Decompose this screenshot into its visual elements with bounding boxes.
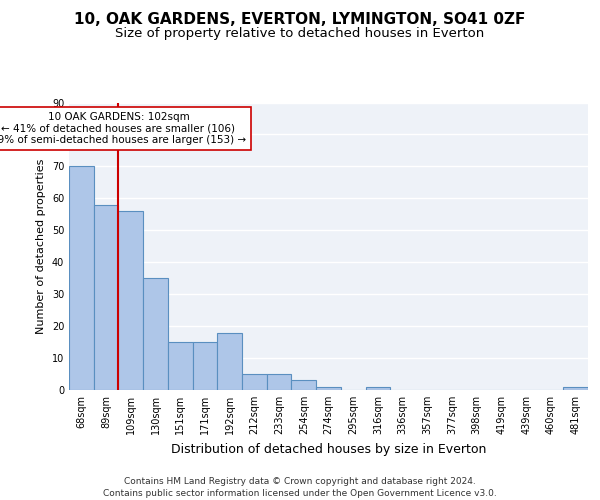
Bar — [292, 380, 316, 390]
X-axis label: Distribution of detached houses by size in Everton: Distribution of detached houses by size … — [171, 442, 486, 456]
Text: Size of property relative to detached houses in Everton: Size of property relative to detached ho… — [115, 28, 485, 40]
Text: Contains HM Land Registry data © Crown copyright and database right 2024.
Contai: Contains HM Land Registry data © Crown c… — [103, 476, 497, 498]
Bar — [193, 342, 217, 390]
Bar — [118, 211, 143, 390]
Bar — [316, 387, 341, 390]
Bar — [267, 374, 292, 390]
Bar — [168, 342, 193, 390]
Text: 10, OAK GARDENS, EVERTON, LYMINGTON, SO41 0ZF: 10, OAK GARDENS, EVERTON, LYMINGTON, SO4… — [74, 12, 526, 28]
Bar — [242, 374, 267, 390]
Bar — [365, 387, 390, 390]
Y-axis label: Number of detached properties: Number of detached properties — [36, 158, 46, 334]
Text: 10 OAK GARDENS: 102sqm
← 41% of detached houses are smaller (106)
59% of semi-de: 10 OAK GARDENS: 102sqm ← 41% of detached… — [0, 112, 246, 146]
Bar — [217, 332, 242, 390]
Bar — [143, 278, 168, 390]
Bar — [563, 387, 588, 390]
Bar — [94, 204, 118, 390]
Bar — [69, 166, 94, 390]
